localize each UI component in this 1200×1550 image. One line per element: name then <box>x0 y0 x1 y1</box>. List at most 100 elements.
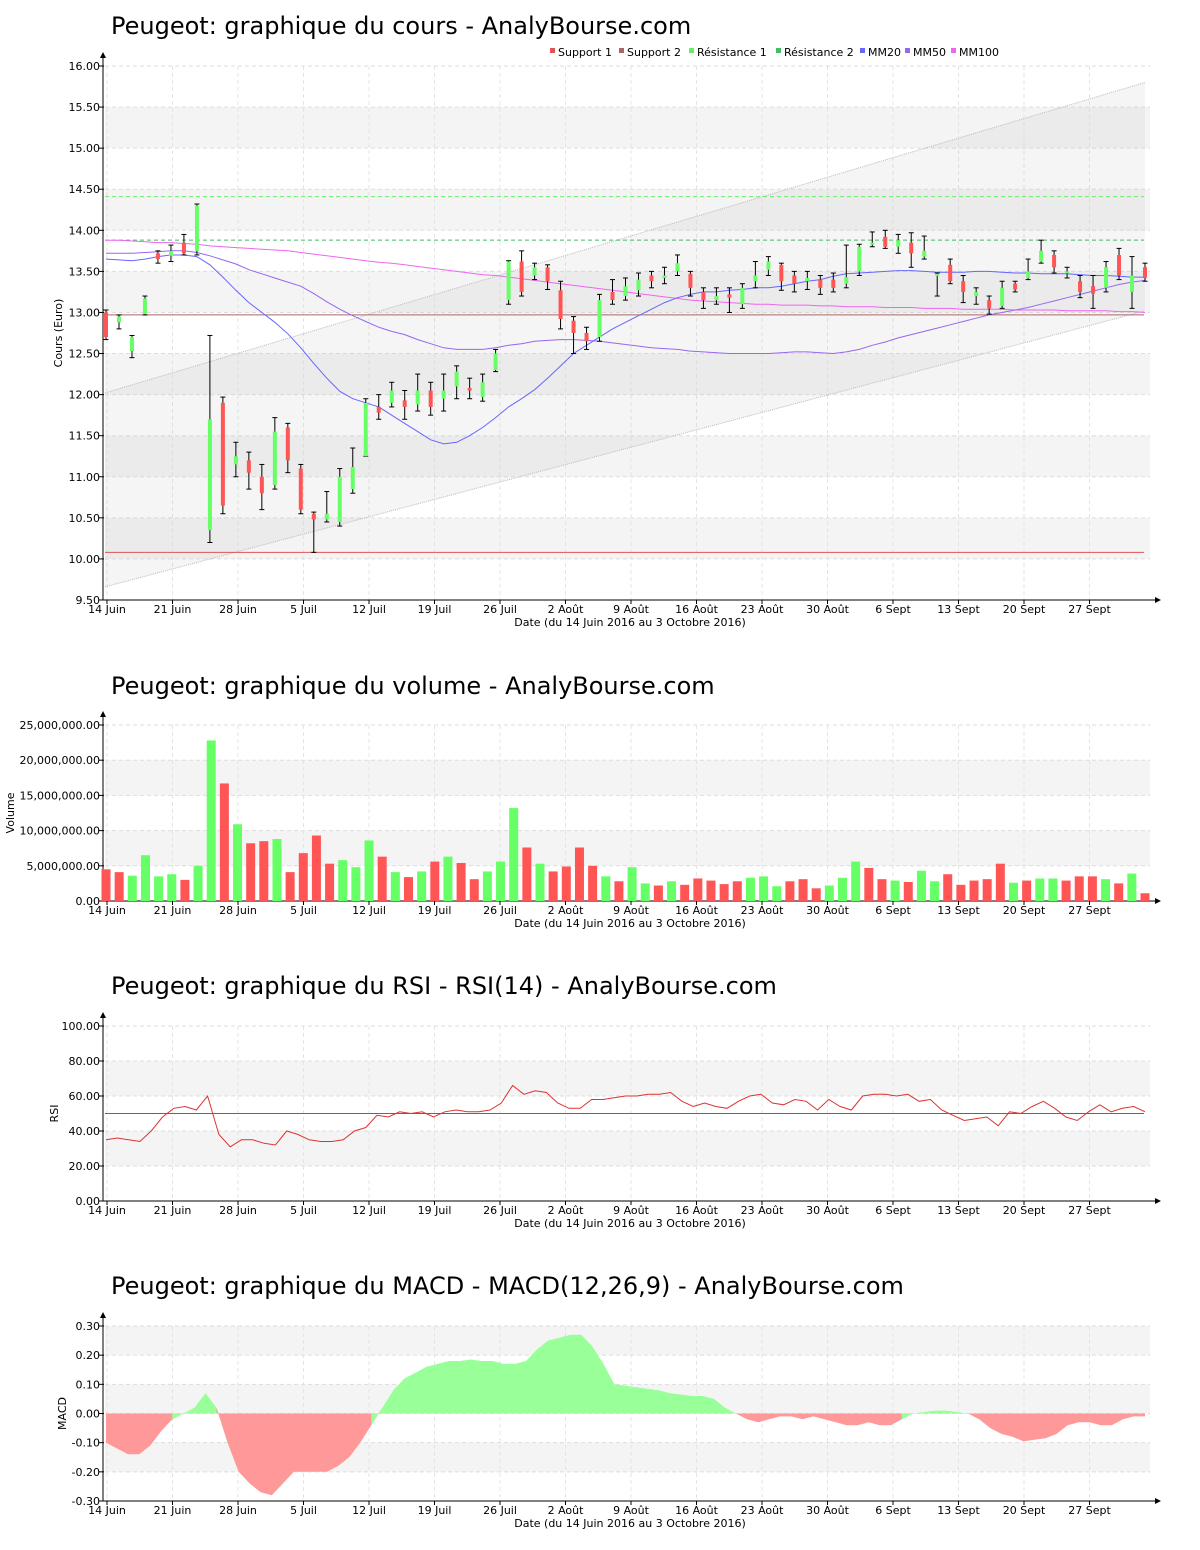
candle-body <box>805 277 810 282</box>
x-tick-label: 20 Sept <box>1003 1204 1046 1217</box>
x-tick-label: 19 Juil <box>418 1504 452 1517</box>
candle-body <box>415 390 420 405</box>
candle-body <box>740 287 745 305</box>
legend-swatch <box>860 48 865 53</box>
y-tick-label: 0.20 <box>76 1349 101 1362</box>
x-tick-label: 9 Août <box>613 1204 650 1217</box>
panel-2: Peugeot: graphique du RSI - RSI(14) - An… <box>48 972 1161 1230</box>
x-tick-label: 30 Août <box>806 1504 850 1517</box>
volume-bar <box>417 871 427 901</box>
candle-body <box>155 253 160 260</box>
volume-bar <box>443 856 453 901</box>
candle-body <box>259 476 264 494</box>
candle-body <box>610 291 615 301</box>
candle-body <box>376 406 381 413</box>
volume-bar <box>167 874 177 901</box>
volume-bar <box>325 863 335 901</box>
volume-bar <box>1087 876 1097 901</box>
x-tick-label: 23 Août <box>741 1504 785 1517</box>
macd-area-negative <box>736 1413 913 1426</box>
candle-body <box>350 466 355 490</box>
volume-bar <box>614 881 624 901</box>
candle-body <box>584 333 589 342</box>
legend-item: MM50 <box>913 46 946 59</box>
x-tick-label: 27 Sept <box>1068 904 1111 917</box>
volume-bar <box>233 824 243 901</box>
candle-body <box>298 468 303 510</box>
candle-body <box>922 250 927 257</box>
candle-body <box>116 316 121 323</box>
x-tick-label: 9 Août <box>613 603 650 616</box>
y-tick-label: 100.00 <box>62 1020 101 1033</box>
y-tick-label: 15.50 <box>69 101 101 114</box>
candle-body <box>519 261 524 292</box>
volume-bar <box>930 881 940 901</box>
x-tick-label: 19 Juil <box>418 904 452 917</box>
volume-bar <box>154 876 164 901</box>
x-tick-label: 27 Sept <box>1068 1504 1111 1517</box>
volume-bar <box>259 841 269 901</box>
y-tick-label: 10.50 <box>69 512 101 525</box>
volume-bar <box>364 840 374 901</box>
candle-body <box>1052 254 1057 268</box>
y-tick-label: 10,000,000.00 <box>20 825 100 838</box>
candle-body <box>857 246 862 272</box>
x-tick-label: 20 Sept <box>1003 603 1046 616</box>
candle-body <box>285 427 290 461</box>
legend-item: MM20 <box>868 46 901 59</box>
x-tick-label: 19 Juil <box>418 603 452 616</box>
x-axis-label: Date (du 14 Juin 2016 au 3 Octobre 2016) <box>514 917 746 930</box>
x-axis-arrow <box>1155 597 1161 603</box>
volume-bar <box>101 869 111 901</box>
candle-body <box>129 337 134 352</box>
x-tick-label: 26 Juil <box>483 1204 517 1217</box>
candle-body <box>961 281 966 292</box>
y-tick-label: 5,000,000.00 <box>27 860 100 873</box>
volume-bar <box>180 879 190 901</box>
volume-bar <box>574 847 584 901</box>
candle-body <box>1065 271 1070 274</box>
candle-body <box>194 205 199 251</box>
legend-swatch <box>951 48 956 53</box>
candle-body <box>1091 286 1096 294</box>
macd-area-positive <box>901 1410 980 1420</box>
x-tick-label: 2 Août <box>548 603 585 616</box>
y-tick-label: 40.00 <box>69 1125 101 1138</box>
y-tick-label: 25,000,000.00 <box>20 719 100 732</box>
volume-bar <box>1074 876 1084 901</box>
x-tick-label: 5 Juil <box>290 603 317 616</box>
x-tick-label: 21 Juin <box>154 1204 192 1217</box>
volume-bar <box>877 879 887 901</box>
candle-body <box>987 300 992 309</box>
x-tick-label: 16 Août <box>675 1504 719 1517</box>
x-tick-label: 23 Août <box>741 1204 785 1217</box>
volume-bar <box>667 881 677 901</box>
x-tick-label: 20 Sept <box>1003 904 1046 917</box>
y-tick-label: -0.30 <box>72 1495 100 1508</box>
legend-swatch <box>550 48 555 53</box>
volume-bar <box>548 871 558 901</box>
volume-bar <box>811 888 821 901</box>
rsi-line <box>105 1084 1146 1148</box>
x-tick-label: 5 Juil <box>290 1504 317 1517</box>
x-tick-label: 28 Juin <box>219 1204 257 1217</box>
volume-bar <box>890 880 900 901</box>
panel-0: Peugeot: graphique du cours - AnalyBours… <box>52 12 1161 629</box>
candle-body <box>1130 275 1135 292</box>
volume-bar <box>653 885 663 901</box>
candle-body <box>909 242 914 254</box>
macd-area-positive <box>371 1334 748 1426</box>
candle-body <box>1013 283 1018 290</box>
candle-body <box>104 312 108 338</box>
x-tick-label: 9 Août <box>613 1504 650 1517</box>
volume-bar <box>588 865 598 901</box>
volume-bar <box>193 865 203 901</box>
legend-swatch <box>619 48 624 53</box>
legend-item: Résistance 2 <box>784 46 854 59</box>
volume-bar <box>943 874 953 901</box>
y-tick-label: -0.20 <box>72 1466 100 1479</box>
x-tick-label: 26 Juil <box>483 904 517 917</box>
candle-body <box>363 402 368 457</box>
volume-bar <box>469 879 479 901</box>
x-tick-label: 30 Août <box>806 1204 850 1217</box>
